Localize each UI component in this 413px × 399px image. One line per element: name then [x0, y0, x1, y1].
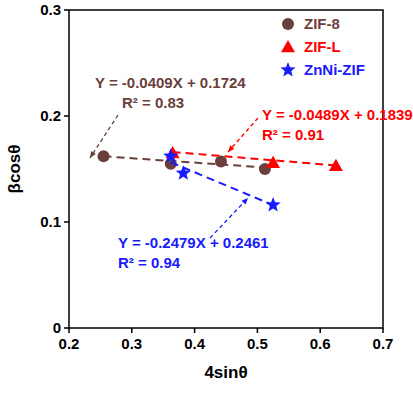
y-axis-label: βcosθ — [5, 145, 24, 194]
x-tick-label: 0.4 — [184, 335, 206, 352]
data-group — [98, 146, 343, 211]
trendline — [173, 152, 336, 165]
arrow-head — [90, 151, 96, 158]
point — [176, 165, 191, 179]
y-tick-label: 0.3 — [40, 1, 61, 18]
x-tick-label: 0.7 — [373, 335, 394, 352]
legend-marker — [280, 62, 295, 76]
annotation-arrow — [210, 198, 248, 238]
annotation-arrow — [228, 118, 258, 152]
y-tick-label: 0.1 — [40, 213, 61, 230]
point — [329, 159, 343, 171]
plot-frame — [69, 10, 383, 328]
x-tick-label: 0.3 — [121, 335, 142, 352]
x-tick — [257, 328, 259, 333]
x-axis-label: 4sinθ — [204, 363, 247, 382]
x-tick — [131, 328, 133, 333]
equation: Y = -0.2479X + 0.2461 — [118, 234, 269, 251]
r2-label: R² = 0.83 — [122, 94, 184, 111]
y-tick-label: 0 — [53, 319, 61, 336]
chart: 0.2 0.3 0.4 0.5 0.6 0.7 0 0.1 0.2 0.3 4sinθ βcosθ Y … — [0, 0, 413, 399]
x-tick — [194, 328, 196, 333]
x-tick-label: 0.5 — [247, 335, 268, 352]
legend-label: ZIF-L — [304, 38, 341, 55]
x-tick-label: 0.2 — [59, 335, 80, 352]
legend-label: ZIF-8 — [304, 15, 340, 32]
y-tick-label: 0.2 — [40, 107, 61, 124]
y-tick — [64, 9, 69, 11]
point — [98, 150, 110, 162]
legend: ZIF-8 ZIF-L ZnNi-ZIF — [280, 15, 364, 78]
x-tick-label: 0.6 — [310, 335, 331, 352]
point — [265, 197, 280, 211]
equation: Y = -0.0489X + 0.1839 — [262, 106, 413, 123]
equation: Y = -0.0409X + 0.1724 — [95, 74, 246, 91]
arrow-head — [242, 198, 248, 205]
arrow-head — [228, 145, 234, 152]
legend-marker — [281, 40, 295, 52]
x-tick — [319, 328, 321, 333]
y-tick — [64, 115, 69, 117]
y-tick — [64, 327, 69, 329]
trendline — [171, 162, 273, 205]
r2-label: R² = 0.91 — [262, 126, 324, 143]
legend-label: ZnNi-ZIF — [304, 61, 365, 78]
r2-label: R² = 0.94 — [118, 254, 181, 271]
point — [163, 148, 178, 162]
y-tick — [64, 221, 69, 223]
point — [266, 156, 280, 168]
legend-marker — [282, 18, 294, 30]
x-tick — [382, 328, 384, 333]
point — [215, 156, 227, 168]
annotation-arrow — [90, 115, 118, 158]
